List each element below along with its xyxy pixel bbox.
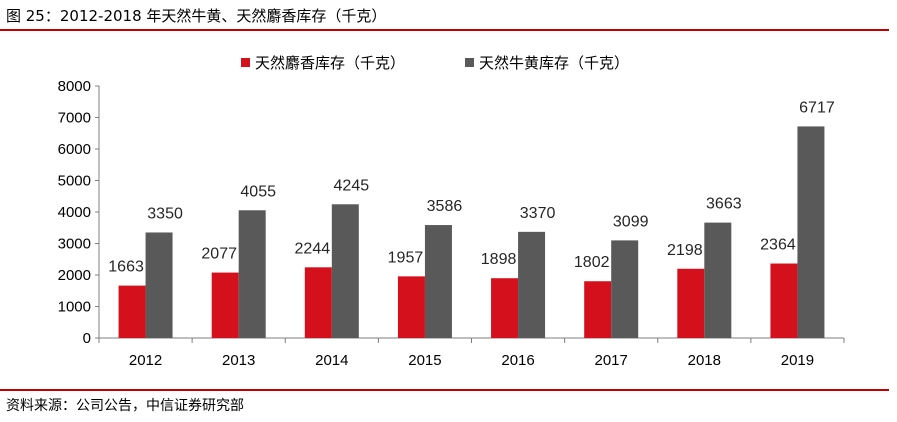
y-tick-label-3: 3000 <box>58 236 91 253</box>
y-tick-label-4: 4000 <box>58 204 91 221</box>
x-tick-label-2018: 2018 <box>688 352 721 369</box>
bar-musk-2017 <box>584 281 612 338</box>
bar-bezoar-2014 <box>331 204 359 338</box>
data-label-musk-2017: 1802 <box>574 254 610 271</box>
x-tick-label-2013: 2013 <box>222 352 255 369</box>
bar-chart: 天然麝香库存（千克） 天然牛黄库存（千克） 0 1000 2000 3000 4000 500… <box>58 54 845 369</box>
legend-swatch-1 <box>465 58 474 67</box>
y-tick-label-8: 8000 <box>58 78 91 95</box>
data-label-musk-2016: 1898 <box>481 251 517 268</box>
data-label-musk-2015: 1957 <box>388 249 424 266</box>
x-tick-label-2019: 2019 <box>781 352 814 369</box>
figure-title: 图 25：2012-2018 年天然牛黄、天然麝香库存（千克） <box>6 7 387 25</box>
x-tick-label-2014: 2014 <box>315 352 348 369</box>
bar-musk-2018 <box>677 268 705 338</box>
bar-bezoar-2019 <box>797 126 825 339</box>
source-note: 资料来源：公司公告，中信证券研究部 <box>6 398 244 414</box>
data-label-musk-2012: 1663 <box>108 259 144 276</box>
data-label-bezoar-2014: 4245 <box>334 177 370 194</box>
data-label-bezoar-2013: 4055 <box>240 183 276 200</box>
data-label-bezoar-2015: 3586 <box>427 198 463 215</box>
data-label-bezoar-2019: 6717 <box>799 99 835 116</box>
bar-bezoar-2018 <box>704 222 732 338</box>
bar-musk-2016 <box>491 278 519 338</box>
x-tick-label-2017: 2017 <box>595 352 628 369</box>
y-tick-label-1: 1000 <box>58 299 91 316</box>
bar-bezoar-2016 <box>518 231 546 338</box>
bar-bezoar-2012 <box>145 232 173 338</box>
legend-label-1: 天然牛黄库存（千克） <box>479 54 629 72</box>
bar-musk-2012 <box>118 285 146 338</box>
y-tick-label-6: 6000 <box>58 141 91 158</box>
y-tick-label-0: 0 <box>83 330 91 347</box>
data-label-bezoar-2018: 3663 <box>706 196 742 213</box>
x-tick-label-2015: 2015 <box>408 352 441 369</box>
footer-divider <box>0 389 889 391</box>
data-label-musk-2018: 2198 <box>667 242 703 259</box>
data-label-musk-2013: 2077 <box>201 246 237 263</box>
data-label-bezoar-2017: 3099 <box>613 213 649 230</box>
x-tick-label-2012: 2012 <box>129 352 162 369</box>
x-tick-label-2016: 2016 <box>501 352 534 369</box>
y-tick-label-2: 2000 <box>58 267 91 284</box>
bar-bezoar-2015 <box>424 225 452 338</box>
bar-musk-2019 <box>770 263 798 338</box>
bar-musk-2014 <box>304 267 332 338</box>
title-divider <box>0 29 889 31</box>
bar-bezoar-2017 <box>611 240 639 338</box>
data-label-bezoar-2012: 3350 <box>147 205 183 222</box>
data-label-musk-2014: 2244 <box>295 240 331 257</box>
data-label-bezoar-2016: 3370 <box>520 205 556 222</box>
legend-swatch-0 <box>241 58 250 67</box>
bar-musk-2013 <box>211 272 239 338</box>
bar-musk-2015 <box>397 276 425 338</box>
y-tick-label-7: 7000 <box>58 110 91 127</box>
bar-bezoar-2013 <box>238 210 266 338</box>
legend-label-0: 天然麝香库存（千克） <box>255 54 405 72</box>
data-label-musk-2019: 2364 <box>760 237 796 254</box>
y-tick-label-5: 5000 <box>58 173 91 190</box>
